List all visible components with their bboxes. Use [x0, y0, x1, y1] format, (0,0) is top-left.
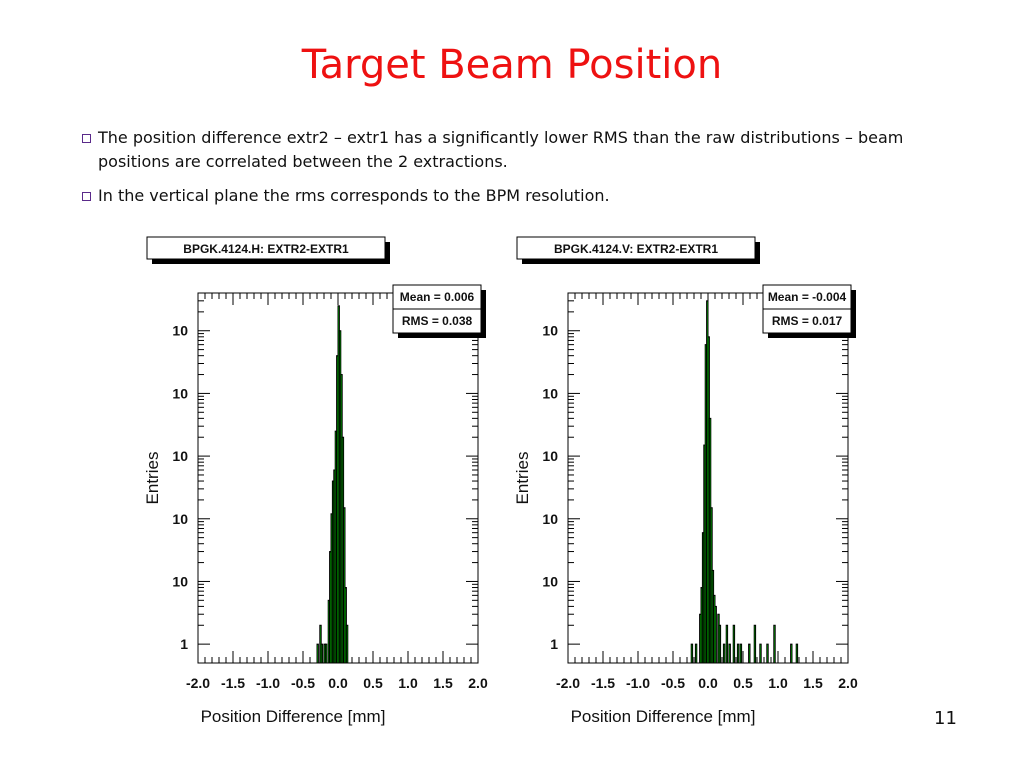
y-tick-label: 10	[172, 511, 188, 527]
x-tick-label: -1.0	[256, 675, 280, 691]
bullet-square-icon	[82, 192, 91, 201]
histogram-bar	[766, 643, 769, 664]
y-tick-label: 10	[542, 511, 558, 527]
bullet-text: In the vertical plane the rms correspond…	[98, 186, 610, 205]
histogram-horizontal: BPGK.4124.H: EXTR2-EXTR1 -2.0 -1.5 -1.0 -0.5…	[143, 236, 488, 726]
histogram-bar	[324, 643, 328, 664]
title-box	[516, 236, 756, 260]
bullet-item: The position difference extr2 – extr1 ha…	[80, 126, 940, 174]
x-tick-label: 0.0	[698, 675, 718, 691]
y-axis-label: Entries	[513, 452, 532, 505]
x-axis-label: Position Difference [mm]	[201, 707, 386, 726]
histogram-bar	[732, 624, 736, 664]
histogram-bar	[345, 624, 349, 664]
bullet-square-icon	[82, 134, 91, 143]
x-tick-label: -0.5	[661, 675, 685, 691]
y-tick-label: 10	[542, 323, 558, 339]
histogram-bar	[722, 643, 726, 664]
x-tick-label: 1.0	[398, 675, 418, 691]
histogram-vertical: BPGK.4124.V: EXTR2-EXTR1 -2.0 -1.5 -1.0 -0.5…	[513, 236, 858, 726]
x-tick-label: 0.0	[328, 675, 348, 691]
chart-title: BPGK.4124.V: EXTR2-EXTR1	[554, 242, 718, 256]
histogram-bar	[714, 605, 717, 664]
x-tick-label: 1.0	[768, 675, 788, 691]
histogram-bar	[320, 643, 324, 664]
stats-rms: RMS = 0.017	[772, 314, 843, 328]
histogram-bar	[739, 643, 743, 664]
slide-title: Target Beam Position	[301, 42, 723, 88]
histogram-bar	[753, 624, 757, 664]
bullet-item: In the vertical plane the rms correspond…	[80, 184, 940, 208]
y-tick-label: 1	[550, 636, 558, 652]
x-tick-label: 0.5	[363, 675, 383, 691]
x-tick-label: -1.5	[221, 675, 245, 691]
chart-title: BPGK.4124.H: EXTR2-EXTR1	[183, 242, 349, 256]
y-tick-label: 10	[172, 385, 188, 401]
x-tick-label: -1.5	[591, 675, 615, 691]
y-axis-label: Entries	[143, 452, 162, 505]
histogram-bar	[690, 643, 694, 664]
x-tick-label: 0.5	[733, 675, 753, 691]
y-tick-label: 10	[172, 573, 188, 589]
histogram-bar	[773, 624, 776, 664]
histogram-bar	[736, 643, 740, 664]
histogram-bar	[795, 643, 799, 664]
y-tick-label: 10	[542, 448, 558, 464]
bullet-list: The position difference extr2 – extr1 ha…	[80, 126, 940, 218]
bullet-text: The position difference extr2 – extr1 ha…	[98, 128, 904, 171]
stats-mean: Mean = 0.006	[400, 290, 475, 304]
histogram-bar	[759, 643, 762, 664]
y-tick-label: 10	[172, 448, 188, 464]
x-tick-label: -1.0	[626, 675, 650, 691]
stats-mean: Mean = -0.004	[768, 290, 847, 304]
histogram-bar	[718, 624, 722, 664]
x-tick-label: -2.0	[186, 675, 210, 691]
y-tick-label: 1	[180, 636, 188, 652]
title-box	[146, 236, 386, 260]
stats-rms: RMS = 0.038	[402, 314, 473, 328]
x-axis-label: Position Difference [mm]	[571, 707, 756, 726]
histogram-bar	[725, 624, 729, 664]
y-tick-label: 10	[542, 385, 558, 401]
x-tick-label: 1.5	[803, 675, 823, 691]
x-tick-label: -0.5	[291, 675, 315, 691]
histogram-bar	[694, 643, 698, 664]
x-tick-label: 1.5	[433, 675, 453, 691]
slide-number: 11	[934, 708, 957, 729]
x-tick-label: 2.0	[468, 675, 488, 691]
x-tick-label: 2.0	[838, 675, 858, 691]
x-tick-label: -2.0	[556, 675, 580, 691]
y-tick-label: 10	[542, 573, 558, 589]
y-tick-label: 10	[172, 323, 188, 339]
